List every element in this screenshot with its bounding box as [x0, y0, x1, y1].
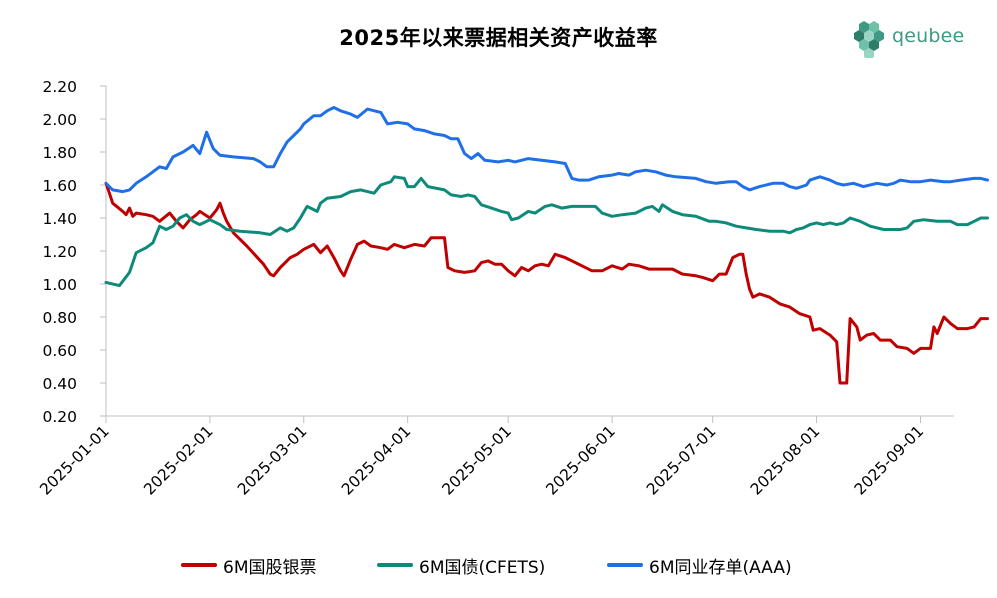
x-axis: 2025-01-01 2025-02-01 2025-03-01 2025-04-01…: [36, 415, 954, 499]
logo-cube: [864, 48, 874, 60]
legend-swatch: [377, 563, 413, 567]
x-tick-label: 2025-01-01: [36, 422, 112, 498]
x-tick-label: 2025-04-01: [338, 422, 414, 498]
legend-item-3: 6M同业存单(AAA): [607, 552, 792, 578]
y-tick-label: 1.20: [42, 243, 77, 261]
logo-cube: [864, 30, 874, 42]
legend-swatch: [181, 563, 217, 567]
logo-cube: [854, 30, 864, 42]
series-line-3: [104, 106, 989, 194]
legend-label: 6M国股银票: [223, 557, 317, 578]
x-tick-label: 2025-06-01: [543, 422, 619, 498]
y-axis: 0.20 0.40 0.60 0.80 1.00 1.20 1.40 1.60 1.80 2.00…: [42, 78, 107, 426]
cube-cluster-icon: [854, 21, 884, 60]
y-tick-label: 1.60: [42, 177, 77, 195]
x-tick-label: 2025-03-01: [234, 422, 310, 498]
legend-swatch: [607, 563, 643, 567]
x-tick-label: 2025-09-01: [851, 422, 927, 498]
legend-item-1: 6M国股银票: [181, 552, 316, 578]
y-tick-label: 0.20: [42, 408, 77, 426]
y-tick-label: 2.00: [42, 111, 77, 129]
legend-label: 6M国债(CFETS): [419, 557, 546, 578]
y-tick-label: 1.40: [42, 210, 77, 228]
y-tick-label: 0.60: [42, 342, 77, 360]
x-tick-label: 2025-05-01: [439, 422, 515, 498]
qeubee-logo: qeubee: [854, 18, 974, 60]
series-line-1: [104, 181, 989, 385]
logo-cube: [859, 21, 869, 33]
y-tick-label: 1.80: [42, 144, 77, 162]
logo-text: qeubee: [892, 25, 965, 47]
chart-title: 2025年以来票据相关资产收益率: [339, 26, 658, 50]
logo-cube: [874, 30, 884, 42]
y-tick-label: 0.40: [42, 375, 77, 393]
series-layer: [104, 106, 989, 385]
logo-cube: [869, 39, 879, 51]
x-tick-label: 2025-08-01: [747, 422, 823, 498]
legend: 6M国股银票 6M国债(CFETS) 6M同业存单(AAA): [0, 552, 997, 578]
y-tick-label: 1.00: [42, 276, 77, 294]
logo-cube: [869, 21, 879, 33]
logo-cube: [859, 39, 869, 51]
legend-label: 6M同业存单(AAA): [649, 557, 792, 578]
x-tick-label: 2025-02-01: [140, 422, 216, 498]
series-line-2: [104, 175, 989, 288]
x-tick-label: 2025-07-01: [643, 422, 719, 498]
y-tick-label: 0.80: [42, 309, 77, 327]
y-tick-label: 2.20: [42, 78, 77, 96]
legend-item-2: 6M国债(CFETS): [377, 552, 545, 578]
